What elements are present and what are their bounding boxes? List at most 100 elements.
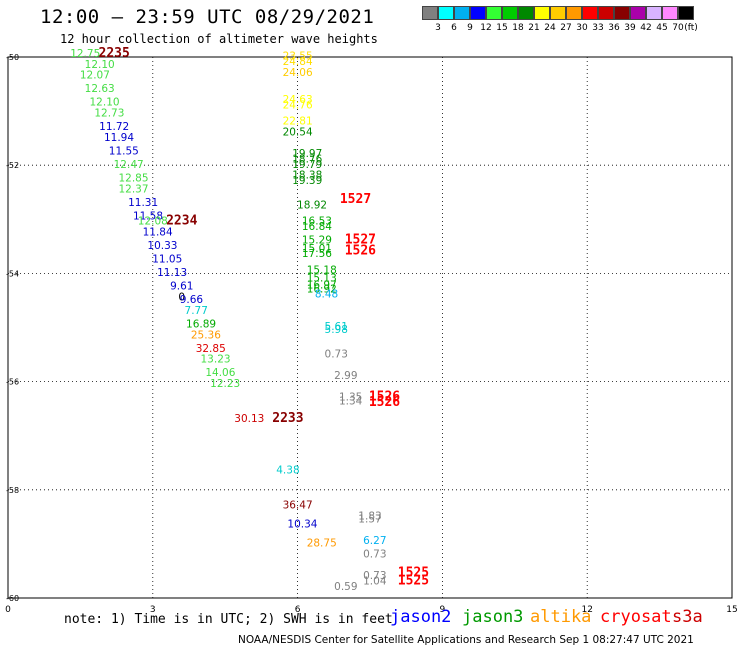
pass-time-label: 1525 <box>398 565 429 580</box>
legend-jason2: jason2 <box>390 607 452 627</box>
color-swatch <box>566 6 582 20</box>
wave-height-label: 17.56 <box>302 248 332 260</box>
x-tick-label: 3 <box>150 605 156 615</box>
wave-height-label: 30.13 <box>234 413 264 425</box>
wave-height-label: 2.99 <box>334 370 357 382</box>
wave-height-label: 15.13 <box>307 273 337 285</box>
wave-height-label: 15.18 <box>307 264 337 276</box>
color-scale-label: 33 <box>592 23 604 33</box>
x-tick-label: 9 <box>440 605 446 615</box>
pass-time-label: 2234 <box>166 214 197 229</box>
wave-height-label: 12.85 <box>118 172 148 184</box>
color-swatch <box>614 6 630 20</box>
wave-height-label: 13.23 <box>201 354 231 366</box>
wave-height-label: 0.59 <box>334 581 357 593</box>
wave-height-label: 10.34 <box>287 519 317 531</box>
pass-time-label: 2233 <box>272 411 303 426</box>
pass-time-label: 1527 <box>340 192 371 207</box>
color-swatch <box>662 6 678 20</box>
wave-height-label: 1.57 <box>358 513 381 525</box>
wave-height-label: 1.35 <box>339 392 362 404</box>
wave-height-label: 22.81 <box>283 116 313 128</box>
color-swatch <box>582 6 598 20</box>
color-swatch <box>550 6 566 20</box>
color-scale-label: 3 <box>435 23 441 33</box>
wave-height-label: 11.58 <box>133 210 163 222</box>
y-tick-label: -54 <box>6 269 19 278</box>
x-tick-label: 0 <box>5 605 11 615</box>
wave-height-label: 11.72 <box>99 121 129 133</box>
x-tick-label: 12 <box>581 605 592 615</box>
color-scale-label: 15 <box>496 23 508 33</box>
color-swatch <box>630 6 646 20</box>
color-swatch <box>518 6 534 20</box>
wave-height-label: 11.13 <box>157 267 187 279</box>
legend-altika: altika <box>530 607 592 627</box>
color-scale-label: 18 <box>512 23 524 33</box>
color-swatch <box>486 6 502 20</box>
wave-height-label: 12.47 <box>114 159 144 171</box>
y-tick-label: -60 <box>6 594 19 603</box>
color-scale-label: 12 <box>480 23 492 33</box>
legend-cryosat: cryosat <box>600 607 672 627</box>
wave-height-label: 28.75 <box>307 538 337 550</box>
wave-height-label: 20.54 <box>283 126 313 138</box>
wave-height-label: 24.76 <box>283 99 313 111</box>
wave-height-label: 16.53 <box>302 216 332 228</box>
wave-height-label: 15.29 <box>302 235 332 247</box>
wave-height-label: 12.10 <box>85 59 115 71</box>
wave-height-label: 0 <box>178 291 185 303</box>
wave-height-label: 24.06 <box>283 67 313 79</box>
wave-height-label: 12.73 <box>94 108 124 120</box>
wave-height-label: 8.48 <box>315 289 338 301</box>
pass-time-label: 1525 <box>398 573 429 588</box>
chart-subtitle: 12 hour collection of altimeter wave hei… <box>60 32 378 46</box>
pass-time-label: 2235 <box>99 46 130 61</box>
color-swatch <box>678 6 694 20</box>
wave-height-label: 1.04 <box>363 575 387 587</box>
wave-height-label: 0.73 <box>363 548 386 560</box>
color-swatch <box>598 6 614 20</box>
wave-height-label: 10.33 <box>147 240 177 252</box>
y-tick-label: -50 <box>6 53 19 62</box>
y-tick-label: -52 <box>6 161 19 170</box>
color-scale-label: 45 <box>656 23 668 33</box>
wave-height-label: 11.84 <box>143 227 173 239</box>
color-swatch <box>502 6 518 20</box>
legend-s3a: s3a <box>672 607 703 627</box>
wave-height-label: 24.84 <box>283 56 313 68</box>
color-scale-label: 70 <box>672 23 684 33</box>
wave-height-label: 11.55 <box>109 145 139 157</box>
wave-height-label: 18.92 <box>297 199 327 211</box>
wave-height-label: 0.73 <box>325 348 348 360</box>
credit-line: NOAA/NESDIS Center for Satellite Applica… <box>238 634 694 646</box>
wave-height-label: 23.55 <box>283 51 313 63</box>
pass-time-label: 1526 <box>369 395 400 410</box>
color-swatch <box>454 6 470 20</box>
legend-jason3: jason3 <box>462 607 524 627</box>
color-scale-label: 27 <box>560 23 572 33</box>
color-scale-label: 21 <box>528 23 540 33</box>
wave-height-label: 12.07 <box>80 70 110 82</box>
wave-height-label: 19.39 <box>292 175 322 187</box>
wave-height-label: 0.73 <box>363 570 386 582</box>
wave-height-label: 19.97 <box>292 148 322 160</box>
wave-height-label: 12.10 <box>90 97 120 109</box>
footnote: note: 1) Time is in UTC; 2) SWH is in fe… <box>64 612 393 627</box>
wave-height-label: 18.76 <box>292 153 322 165</box>
wave-height-label: 14.06 <box>205 367 235 379</box>
color-swatch <box>646 6 662 20</box>
pass-time-label: 1527 <box>345 233 376 248</box>
wave-height-label: 12.23 <box>210 378 240 390</box>
y-tick-label: -56 <box>6 378 19 387</box>
color-scale-label: 6 <box>451 23 457 33</box>
wave-height-label: 36.47 <box>283 500 313 512</box>
wave-height-label: 11.31 <box>128 197 158 209</box>
wave-height-label: 24.63 <box>283 94 313 106</box>
wave-height-label: 1.34 <box>339 395 363 407</box>
wave-height-label: 16.84 <box>302 221 332 233</box>
color-scale-label: 36 <box>608 23 620 33</box>
color-scale-unit: (ft) <box>684 23 698 33</box>
pass-time-label: 1526 <box>369 390 400 405</box>
wave-height-label: 1.83 <box>358 511 381 523</box>
